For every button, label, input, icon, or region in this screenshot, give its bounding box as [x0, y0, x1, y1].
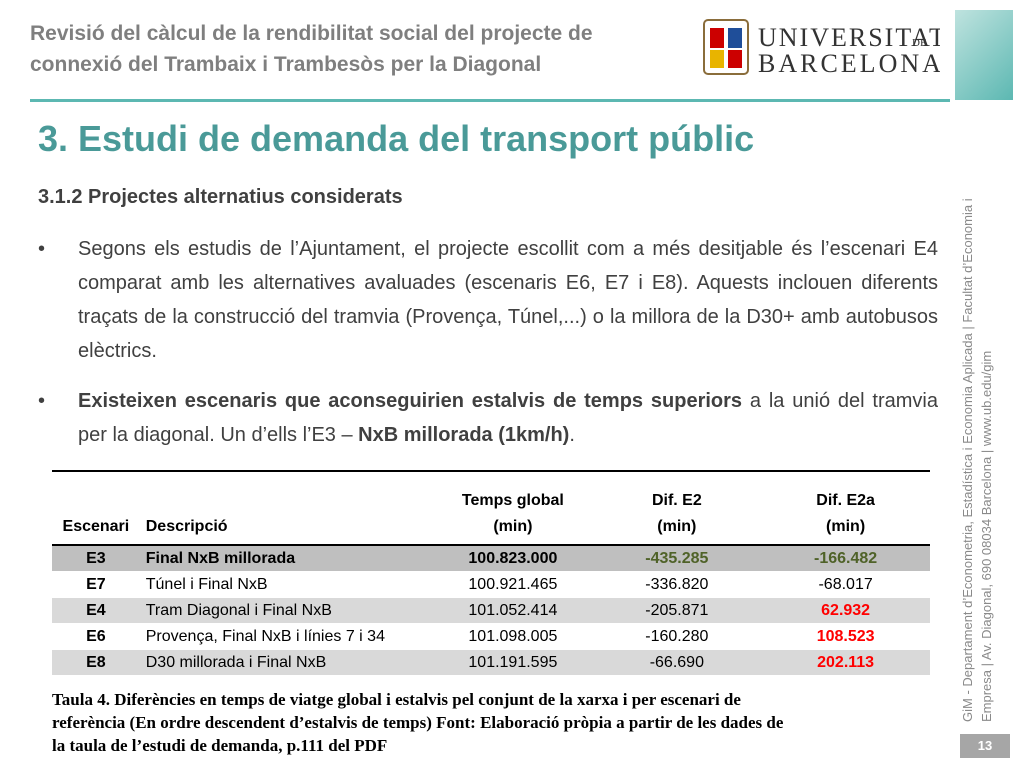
caption-line: referència (En ordre descendent d’estalv… [52, 713, 784, 732]
crest-part [710, 28, 724, 48]
sidebar-line: Empresa | Av. Diagonal, 690 08034 Barcel… [979, 350, 994, 722]
heading: 3. Estudi de demanda del transport públi… [38, 118, 755, 159]
header-line: (min) [657, 518, 697, 535]
bullet: • Existeixen escenaris que aconseguirien … [38, 384, 938, 452]
table-cell: 101.052.414 [433, 597, 593, 624]
table-cell: -205.871 [592, 597, 762, 624]
header-line: (min) [826, 518, 866, 535]
table-cell: -435.285 [592, 545, 762, 572]
header-line: Dif. E2 [651, 492, 702, 509]
sidebar-line: GiM - Departament d’Econometria, Estadís… [960, 198, 975, 722]
header-line: Escenari [62, 518, 130, 535]
table-row: E7 Túnel i Final NxB 100.921.465 -336.820 -6… [52, 571, 930, 598]
table-row: E8 D30 millorada i Final NxB 101.191.595 -6… [52, 649, 930, 676]
table-cell: E6 [52, 623, 140, 650]
table-cell: 62.932 [761, 597, 930, 624]
table-cell: E3 [52, 545, 140, 572]
header-rule [30, 99, 950, 102]
bullet-text: Existeixen escenaris que aconseguirien e… [78, 384, 938, 452]
table-cell: 100.921.465 [433, 571, 593, 598]
column-header: Temps global (min) [433, 471, 593, 546]
title-line: Revisió del càlcul de la rendibilitat so… [30, 22, 593, 45]
table-cell: -66.690 [592, 649, 762, 676]
column-header: Descripció [139, 471, 434, 546]
sidebar: GiM - Departament d’Econometria, Estadís… [958, 117, 996, 722]
table-cell: -68.017 [761, 571, 930, 598]
bullet-dot: • [38, 238, 46, 260]
table-cell: 202.113 [761, 649, 930, 676]
logo: UNIVERSITAT DE BARCELONA [703, 19, 940, 78]
text-run: NxB millorada (1km/h) [358, 424, 570, 446]
table-cell: D30 millorada i Final NxB [139, 649, 434, 676]
table-row: E6 Provença, Final NxB i línies 7 i 34 101… [52, 623, 930, 650]
bullet: • Segons els estudis de l’Ajuntament, el … [38, 232, 938, 368]
bullet-text: Segons els estudis de l’Ajuntament, el p… [78, 232, 938, 368]
table-cell: E7 [52, 571, 140, 598]
text-run: . [569, 424, 575, 446]
table-row: E4 Tram Diagonal i Final NxB 101.052.414 -2… [52, 597, 930, 624]
title-line: connexió del Trambaix i Trambesòs per la… [30, 53, 542, 76]
text-run: Segons els estudis de l’Ajuntament, el p… [78, 238, 938, 362]
table-cell: 101.098.005 [433, 623, 593, 650]
subheading: 3.1.2 Projectes alternatius considerats [38, 186, 403, 208]
header-title: Revisió del càlcul de la rendibilitat so… [30, 18, 593, 80]
table-cell: 100.823.000 [433, 545, 593, 572]
table-cell: -336.820 [592, 571, 762, 598]
column-header: Escenari [52, 471, 140, 546]
table-cell: E8 [52, 649, 140, 676]
caption: Taula 4. Diferències en temps de viatge … [52, 688, 783, 757]
logo-word: DE [912, 37, 927, 49]
table-row: E3 Final NxB millorada 100.823.000 -435.285… [52, 545, 930, 572]
header-line: Dif. E2a [816, 492, 875, 509]
caption-line: Taula 4. Diferències en temps de viatge … [52, 690, 741, 709]
bullet-dot: • [38, 390, 46, 412]
table-cell: Provença, Final NxB i línies 7 i 34 [139, 623, 434, 650]
caption-line: la taula de l’estudi de demanda, p.111 d… [52, 736, 388, 755]
header-row: Escenari Descripció Temps global (min) Dif. … [52, 471, 930, 546]
table-cell: Final NxB millorada [139, 545, 434, 572]
text-run: Existeixen escenaris que aconseguirien e… [78, 390, 743, 412]
page-number: 13 [960, 734, 1010, 758]
table-body: E3 Final NxB millorada 100.823.000 -435.285… [52, 545, 930, 676]
crest-part [710, 50, 724, 68]
column-header: Dif. E2 (min) [592, 471, 762, 546]
crest-part [728, 50, 742, 68]
decoration [955, 10, 1013, 100]
column-header: Dif. E2a (min) [761, 471, 930, 546]
table-cell: -166.482 [761, 545, 930, 572]
table-cell: Túnel i Final NxB [139, 571, 434, 598]
header-line: Descripció [145, 518, 228, 535]
table-cell: E4 [52, 597, 140, 624]
header-line: Temps global [461, 492, 564, 509]
logo-word: BARCELONA [758, 49, 940, 78]
table: Escenari Descripció Temps global (min) Dif. … [52, 470, 930, 676]
logo-word: UNIVERSITAT [758, 23, 940, 52]
table-cell: 101.191.595 [433, 649, 593, 676]
text-run: a la unió del tramvia per la diagonal. U… [78, 390, 938, 446]
header-line: (min) [493, 518, 533, 535]
crest-part [728, 28, 742, 48]
table-cell: 108.523 [761, 623, 930, 650]
table-cell: Tram Diagonal i Final NxB [139, 597, 434, 624]
table-cell: -160.280 [592, 623, 762, 650]
